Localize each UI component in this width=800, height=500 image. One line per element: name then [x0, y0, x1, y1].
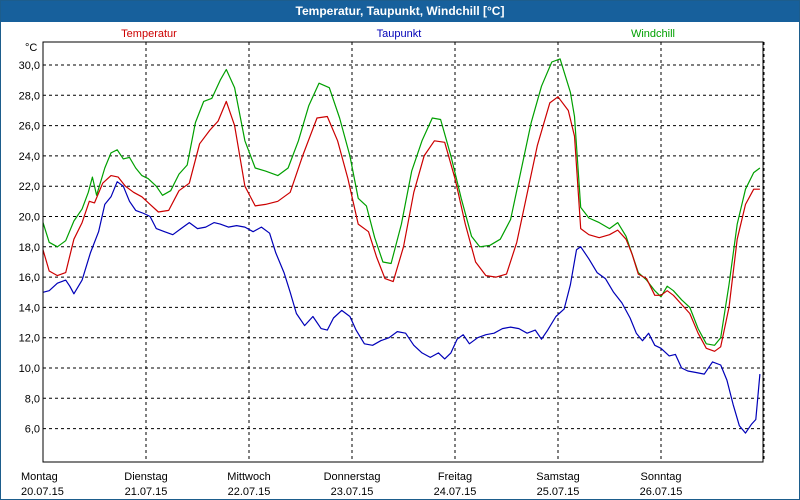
- y-tick-label: 30,0: [19, 60, 40, 72]
- y-tick-label: 20,0: [19, 212, 40, 224]
- plot-area-border: [42, 41, 764, 463]
- x-tick-day: Sonntag: [641, 471, 682, 483]
- x-tick-date: 21.07.15: [125, 486, 168, 498]
- y-tick-label: 10,0: [19, 363, 40, 375]
- legend-windchill: Windchill: [631, 28, 675, 40]
- legend-taupunkt: Taupunkt: [377, 28, 422, 40]
- legend-temperatur: Temperatur: [121, 28, 177, 40]
- x-tick-date: 20.07.15: [21, 486, 64, 498]
- series-line-windchill: [42, 58, 761, 346]
- y-tick-label: 28,0: [19, 90, 40, 102]
- series-line-taupunkt: [42, 181, 761, 434]
- grid: [43, 42, 765, 462]
- chart-title: Temperatur, Taupunkt, Windchill [°C]: [1, 1, 799, 22]
- y-tick-label: 24,0: [19, 151, 40, 163]
- series-line-temperatur: [42, 96, 760, 352]
- x-tick-day: Dienstag: [124, 471, 167, 483]
- x-tick-date: 26.07.15: [640, 486, 683, 498]
- x-tick-date: 22.07.15: [228, 486, 271, 498]
- x-tick-date: 23.07.15: [331, 486, 374, 498]
- y-tick-label: 8,0: [25, 393, 40, 405]
- y-tick-label: 26,0: [19, 121, 40, 133]
- y-tick-label: 6,0: [25, 424, 40, 436]
- y-tick-label: 14,0: [19, 302, 40, 314]
- x-tick-day: Donnerstag: [324, 471, 381, 483]
- x-tick-date: 25.07.15: [537, 486, 580, 498]
- x-axis-ticks: Montag 20.07.15 Dienstag 21.07.15 Mittwoch 22…: [21, 471, 682, 498]
- x-tick-date: 24.07.15: [434, 486, 477, 498]
- x-tick-day: Mittwoch: [227, 471, 270, 483]
- y-axis-ticks: 6,0 8,0 10,0 12,0 14,0 16,0 18,0 20,0 22,0 24,0 26…: [19, 60, 40, 436]
- x-tick-day: Freitag: [438, 471, 472, 483]
- y-tick-label: 18,0: [19, 242, 40, 254]
- y-tick-label: 12,0: [19, 333, 40, 345]
- y-tick-label: 22,0: [19, 181, 40, 193]
- y-axis-unit-label: °C: [25, 42, 37, 54]
- y-tick-label: 16,0: [19, 272, 40, 284]
- x-tick-day: Samstag: [536, 471, 579, 483]
- x-tick-day: Montag: [21, 471, 58, 483]
- series-lines: [42, 58, 761, 434]
